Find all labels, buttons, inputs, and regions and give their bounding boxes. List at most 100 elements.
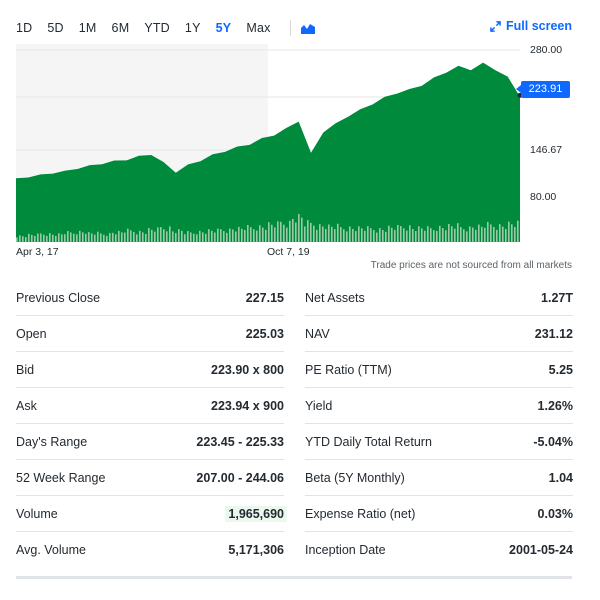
stat-label: Beta (5Y Monthly) [305, 470, 405, 485]
volume-bar [139, 230, 141, 242]
range-1d[interactable]: 1D [16, 21, 33, 35]
volume-bar [151, 229, 153, 242]
volume-bar [352, 229, 354, 242]
stat-row-expense-ratio: Expense Ratio (net) 0.03% [305, 496, 573, 532]
volume-bar [445, 230, 447, 242]
volume-bar [178, 229, 180, 242]
current-price-tag: 223.91 [516, 81, 570, 98]
volume-bar [283, 224, 285, 242]
price-chart[interactable]: 223.91 280.00 146.67 80.00 Apr 3, 17 Oct… [0, 40, 600, 271]
volume-bar [253, 229, 255, 242]
volume-bar [40, 233, 42, 242]
stat-label: Ask [16, 398, 37, 413]
stat-value: 1.26% [537, 398, 573, 413]
stat-value: 207.00 - 244.06 [196, 470, 284, 485]
volume-bar [16, 237, 18, 242]
volume-bar [379, 228, 381, 242]
volume-bar [301, 217, 303, 242]
volume-bar [106, 235, 108, 242]
stat-row-ytd-return: YTD Daily Total Return -5.04% [305, 424, 573, 460]
volume-bar [220, 229, 222, 242]
full-screen-button[interactable]: Full screen [490, 19, 572, 33]
volume-bar [373, 230, 375, 242]
volume-bar [412, 229, 414, 242]
volume-bar [511, 224, 513, 242]
range-1m[interactable]: 1M [78, 21, 97, 35]
volume-bar [271, 224, 273, 242]
volume-bar [481, 226, 483, 242]
volume-bar [85, 233, 87, 242]
stat-label: YTD Daily Total Return [305, 434, 432, 449]
stat-row-net-assets: Net Assets 1.27T [305, 280, 573, 316]
volume-bar [235, 231, 237, 242]
volume-bar [466, 231, 468, 242]
volume-bar [73, 233, 75, 242]
stat-label: Volume [16, 506, 58, 521]
volume-bar [91, 233, 93, 242]
volume-bar [322, 226, 324, 242]
volume-bar [232, 229, 234, 242]
volume-bar [331, 226, 333, 242]
x-tick-label: Apr 3, 17 [16, 246, 59, 258]
volume-bar [406, 230, 408, 242]
volume-bar [187, 231, 189, 242]
volume-bar [121, 232, 123, 242]
stat-row-yield: Yield 1.26% [305, 388, 573, 424]
volume-bar [67, 231, 69, 242]
volume-bar [340, 227, 342, 242]
volume-bar [364, 230, 366, 242]
stat-value: 1.27T [541, 290, 573, 305]
stat-label: Inception Date [305, 542, 386, 557]
stat-row-ask: Ask 223.94 x 900 [16, 388, 284, 424]
area-chart-icon[interactable] [300, 22, 315, 34]
volume-bar [325, 229, 327, 242]
volume-bar [247, 224, 249, 242]
range-6m[interactable]: 6M [111, 21, 130, 35]
volume-bar [487, 221, 489, 242]
volume-bar [505, 229, 507, 242]
volume-bar [448, 223, 450, 242]
volume-bar [22, 236, 24, 242]
volume-bar [163, 229, 165, 242]
volume-bar [469, 226, 471, 242]
stat-label: Previous Close [16, 290, 101, 305]
volume-bar [262, 227, 264, 242]
volume-bar [196, 234, 198, 242]
volume-bar [361, 228, 363, 242]
volume-bar [115, 234, 117, 242]
range-5y[interactable]: 5Y [215, 21, 232, 35]
volume-bar [31, 234, 33, 242]
volume-bar [142, 232, 144, 242]
x-tick-label: Oct 7, 19 [267, 246, 310, 258]
volume-bar [214, 232, 216, 242]
volume-bar [472, 227, 474, 242]
volume-bar [181, 230, 183, 242]
volume-bar [493, 226, 495, 242]
volume-bar [238, 226, 240, 242]
disclaimer-text: Trade prices are not sourced from all ma… [370, 260, 572, 271]
volume-bar [370, 228, 372, 242]
volume-bar [454, 228, 456, 242]
range-ytd[interactable]: YTD [144, 21, 170, 35]
volume-bar [166, 231, 168, 242]
volume-bar [289, 220, 291, 242]
volume-bar [160, 227, 162, 242]
volume-bar [451, 226, 453, 242]
range-max[interactable]: Max [246, 21, 271, 35]
volume-bar [415, 231, 417, 242]
volume-bar [109, 233, 111, 242]
volume-bar [316, 229, 318, 242]
volume-bar [94, 234, 96, 242]
volume-bar [226, 232, 228, 242]
volume-bar [409, 225, 411, 242]
volume-bar [34, 235, 36, 242]
range-5d[interactable]: 5D [47, 21, 64, 35]
volume-bar [517, 220, 519, 242]
stat-value: 223.45 - 225.33 [196, 434, 284, 449]
volume-bar [298, 214, 300, 242]
range-1y[interactable]: 1Y [184, 21, 201, 35]
volume-bar [424, 230, 426, 242]
volume-bar [496, 229, 498, 242]
stat-row-nav: NAV 231.12 [305, 316, 573, 352]
y-tick-label: 80.00 [530, 191, 557, 203]
